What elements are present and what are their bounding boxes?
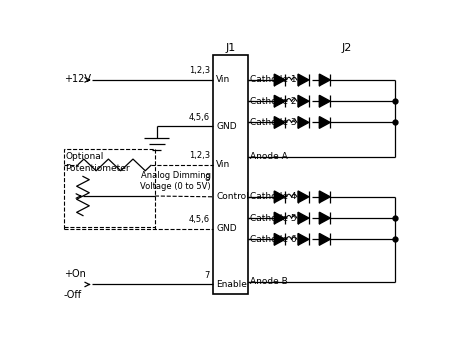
Bar (213, 55, 248, 294)
Text: Enable: Enable (217, 280, 247, 289)
Text: Vin: Vin (217, 76, 231, 85)
Text: Anode A: Anode A (250, 152, 288, 161)
Text: Cathode 3: Cathode 3 (250, 118, 296, 127)
Text: GND: GND (217, 224, 237, 233)
Text: Voltage (0 to 5V): Voltage (0 to 5V) (140, 182, 211, 191)
Text: J2: J2 (341, 43, 352, 53)
Text: Cathode 4: Cathode 4 (250, 192, 296, 201)
Text: Vin: Vin (217, 160, 231, 169)
Text: 4,5,6: 4,5,6 (189, 112, 210, 122)
Polygon shape (274, 74, 285, 86)
Polygon shape (298, 234, 309, 245)
Polygon shape (298, 95, 309, 107)
Polygon shape (319, 234, 330, 245)
Text: Analog Dimming: Analog Dimming (141, 171, 211, 180)
Bar (63, 149, 155, 227)
Text: 1,2,3: 1,2,3 (189, 151, 210, 160)
Text: +12V: +12V (63, 73, 91, 83)
Polygon shape (319, 95, 330, 107)
Text: J1: J1 (225, 43, 236, 53)
Text: Cathode 2: Cathode 2 (250, 97, 296, 106)
Polygon shape (319, 212, 330, 224)
Text: Cathode 6: Cathode 6 (250, 235, 296, 244)
Polygon shape (298, 191, 309, 203)
Text: 7: 7 (205, 271, 210, 280)
Polygon shape (319, 117, 330, 128)
Text: +On: +On (63, 269, 86, 279)
Polygon shape (274, 191, 285, 203)
Polygon shape (319, 191, 330, 203)
Text: 4,5,6: 4,5,6 (189, 215, 210, 224)
Text: Anode B: Anode B (250, 277, 288, 286)
Polygon shape (298, 212, 309, 224)
Text: -Off: -Off (63, 290, 82, 300)
Text: 8: 8 (205, 174, 210, 183)
Text: Optional: Optional (65, 152, 104, 161)
Text: Cathode 1: Cathode 1 (250, 76, 296, 85)
Polygon shape (319, 74, 330, 86)
Polygon shape (298, 74, 309, 86)
Text: Control: Control (217, 192, 249, 201)
Text: Potentiometer: Potentiometer (65, 164, 130, 172)
Polygon shape (274, 212, 285, 224)
Polygon shape (274, 234, 285, 245)
Text: GND: GND (217, 122, 237, 131)
Polygon shape (274, 95, 285, 107)
Polygon shape (274, 117, 285, 128)
Text: Cathode 5: Cathode 5 (250, 214, 296, 223)
Text: 1,2,3: 1,2,3 (189, 66, 210, 75)
Polygon shape (298, 117, 309, 128)
